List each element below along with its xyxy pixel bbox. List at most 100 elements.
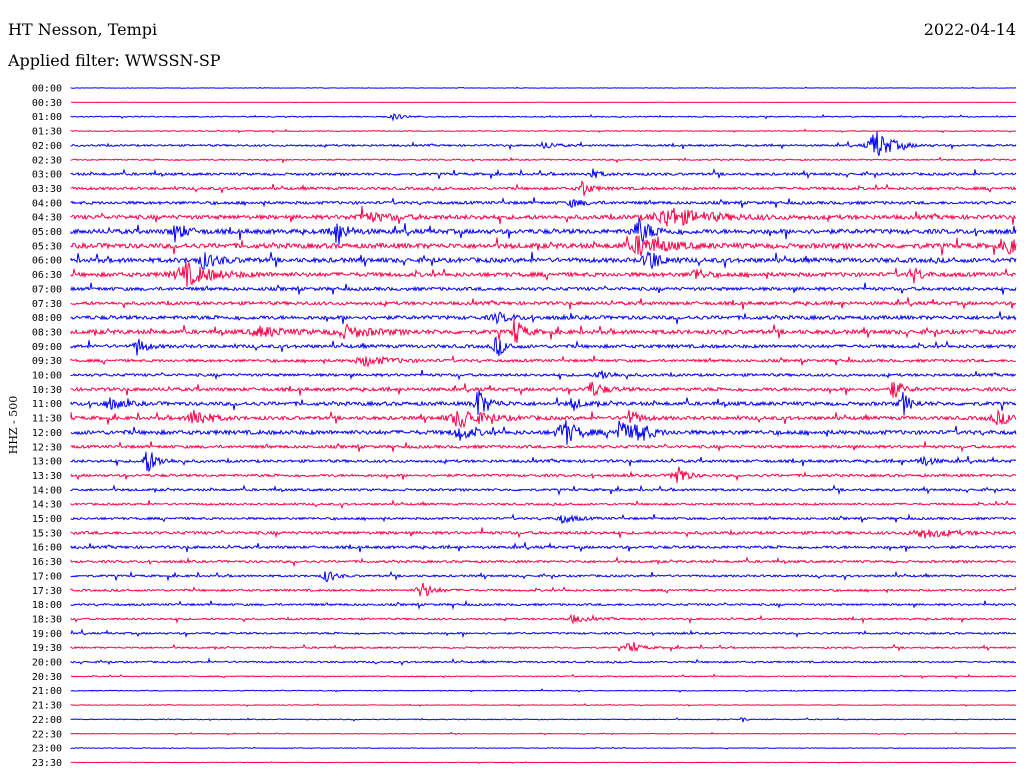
trace-line <box>70 746 1017 750</box>
tick-label: 13:00 <box>32 457 62 468</box>
tick-label: 05:00 <box>32 227 62 238</box>
tick-label: 02:00 <box>32 141 62 152</box>
tick-label: 06:00 <box>32 256 62 267</box>
trace-line <box>70 318 1017 344</box>
trace-line <box>71 101 1016 104</box>
tick-label: 00:30 <box>32 98 62 109</box>
trace-line <box>70 717 1017 723</box>
trace-line <box>70 484 1017 496</box>
trace-line <box>70 180 1017 196</box>
tick-label: 22:30 <box>32 729 62 740</box>
tick-label: 19:30 <box>32 643 62 654</box>
filter-label: Applied filter: WWSSN-SP <box>7 51 221 70</box>
trace-line <box>70 731 1017 736</box>
date-label: 2022-04-14 <box>924 20 1016 39</box>
tick-label: 07:00 <box>32 284 62 295</box>
trace-line <box>70 282 1017 295</box>
tick-label: 23:00 <box>32 744 62 755</box>
tick-label: 21:30 <box>32 701 62 712</box>
trace-line <box>70 451 1017 473</box>
tick-label: 19:00 <box>32 629 62 640</box>
tick-label: 00:00 <box>32 84 62 95</box>
trace-line <box>70 297 1017 310</box>
tick-label: 18:00 <box>32 600 62 611</box>
trace-line <box>70 128 1017 134</box>
trace-line <box>70 336 1017 357</box>
tick-label: 13:30 <box>32 471 62 482</box>
trace-group <box>70 86 1017 764</box>
trace-line <box>70 250 1017 270</box>
tick-label: 16:30 <box>32 557 62 568</box>
trace-line <box>70 582 1017 597</box>
tick-label: 15:00 <box>32 514 62 525</box>
tick-label: 01:30 <box>32 127 62 138</box>
tick-label: 14:00 <box>32 485 62 496</box>
trace-line <box>70 390 1017 416</box>
trace-line <box>70 556 1017 568</box>
trace-line <box>70 466 1017 483</box>
tick-label: 16:00 <box>32 543 62 554</box>
tick-label: 15:30 <box>32 528 62 539</box>
trace-line <box>70 703 1017 708</box>
trace-line <box>70 570 1017 583</box>
trace-line <box>70 113 1017 122</box>
tick-label: 04:00 <box>32 198 62 209</box>
tick-label: 04:30 <box>32 213 62 224</box>
tick-label: 05:30 <box>32 241 62 252</box>
trace-line <box>70 499 1017 510</box>
trace-line <box>70 167 1017 180</box>
tick-label: 14:30 <box>32 500 62 511</box>
tick-label: 12:00 <box>32 428 62 439</box>
tick-label: 03:00 <box>32 170 62 181</box>
y-axis-label: HHZ - 500 <box>7 396 20 455</box>
tick-label: 12:30 <box>32 442 62 453</box>
tick-label: 10:00 <box>32 371 62 382</box>
tick-label: 20:30 <box>32 672 62 683</box>
tick-label: 09:00 <box>32 342 62 353</box>
trace-line <box>70 440 1017 453</box>
trace-line <box>70 369 1017 381</box>
tick-label: 02:30 <box>32 155 62 166</box>
trace-line <box>70 86 1017 89</box>
tick-label: 08:30 <box>32 327 62 338</box>
tick-label: 11:30 <box>32 414 62 425</box>
trace-line <box>70 197 1017 208</box>
trace-line <box>70 156 1017 164</box>
tick-label: 17:00 <box>32 571 62 582</box>
tick-label: 18:30 <box>32 614 62 625</box>
trace-line <box>70 235 1017 257</box>
trace-line <box>70 599 1017 611</box>
trace-line <box>70 205 1017 227</box>
tick-label: 22:00 <box>32 715 62 726</box>
tick-label-group: 00:00 00:30 01:00 01:30 02:00 02:30 03:00 03:30… <box>32 84 62 769</box>
trace-line <box>70 131 1017 156</box>
trace-line <box>70 673 1017 680</box>
tick-label: 21:00 <box>32 686 62 697</box>
trace-line <box>70 381 1017 399</box>
trace-line <box>70 311 1017 325</box>
station-title: HT Nesson, Tempi <box>8 20 157 39</box>
trace-line <box>70 217 1017 245</box>
trace-line <box>70 409 1017 429</box>
tick-label: 06:30 <box>32 270 62 281</box>
trace-line <box>70 541 1017 553</box>
tick-label: 10:30 <box>32 385 62 396</box>
tick-label: 17:30 <box>32 586 62 597</box>
trace-line <box>70 657 1017 666</box>
trace-line <box>70 761 1016 764</box>
trace-line <box>70 513 1017 524</box>
trace-line <box>70 420 1017 445</box>
trace-line <box>70 642 1017 653</box>
tick-label: 20:00 <box>32 658 62 669</box>
trace-line <box>70 261 1017 287</box>
trace-line <box>70 688 1016 693</box>
tick-label: 03:30 <box>32 184 62 195</box>
trace-line <box>70 628 1017 639</box>
tick-label: 09:30 <box>32 356 62 367</box>
tick-label: 07:30 <box>32 299 62 310</box>
tick-label: 11:00 <box>32 399 62 410</box>
trace-line <box>70 527 1017 539</box>
tick-label: 01:00 <box>32 112 62 123</box>
tick-label: 23:30 <box>32 758 62 769</box>
